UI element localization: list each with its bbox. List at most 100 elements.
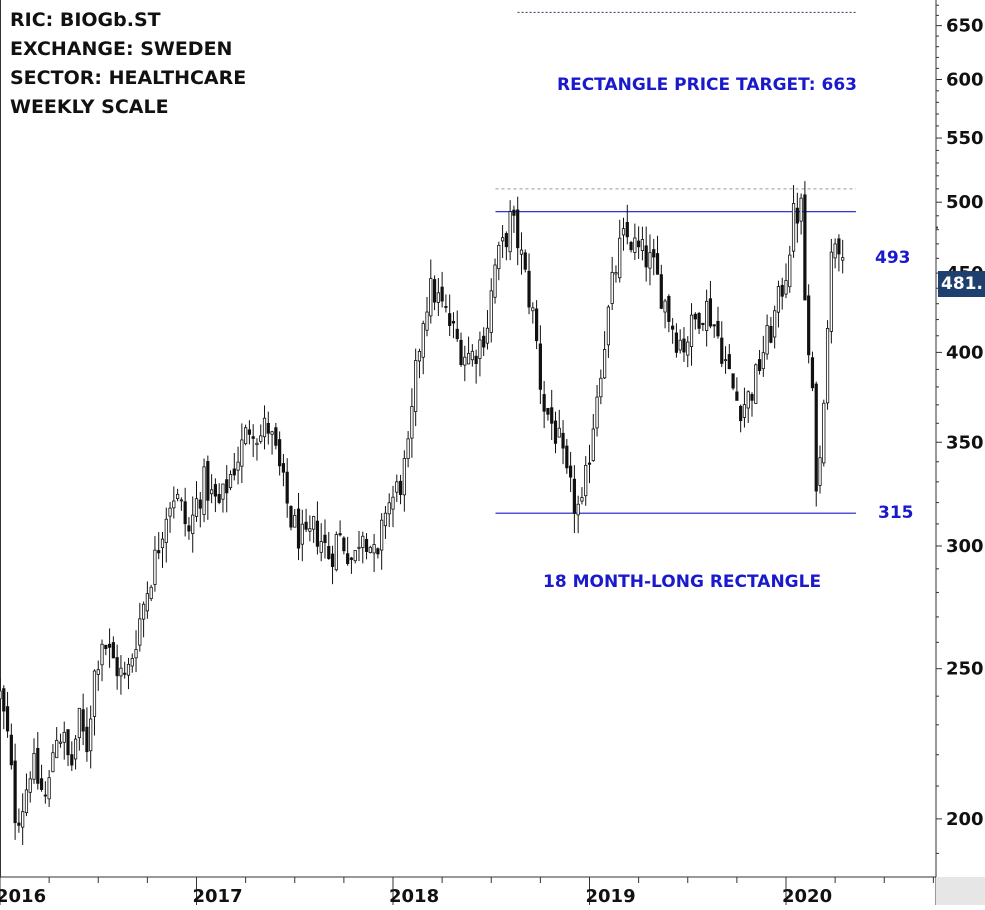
candle-down xyxy=(13,760,17,824)
candle-up xyxy=(822,402,826,464)
candle-up xyxy=(126,663,131,676)
candle-down xyxy=(482,335,486,348)
candle-up xyxy=(387,502,391,515)
candle-up xyxy=(689,314,694,347)
candle-up xyxy=(149,586,153,600)
candle-up xyxy=(818,457,822,486)
candle-up xyxy=(28,778,32,793)
candle-up xyxy=(776,286,781,313)
candle-up xyxy=(372,544,376,554)
candle-down xyxy=(637,240,641,248)
candle-down xyxy=(217,494,221,503)
candle-up xyxy=(383,512,388,527)
candle-up xyxy=(610,272,614,304)
candle-down xyxy=(274,427,278,446)
pattern-annotation: 18 MONTH-LONG RECTANGLE xyxy=(543,572,822,592)
candle-up xyxy=(421,323,425,358)
candle-down xyxy=(546,407,550,415)
price-target-annotation: RECTANGLE PRICE TARGET: 663 xyxy=(557,75,857,95)
candle-up xyxy=(221,483,225,500)
candle-down xyxy=(512,209,516,216)
candle-down xyxy=(338,533,342,536)
candle-down xyxy=(750,394,754,401)
candle-up xyxy=(194,498,199,517)
candle-down xyxy=(81,709,85,732)
candle-up xyxy=(96,669,100,675)
candle-down xyxy=(739,405,743,422)
candle-down xyxy=(795,207,799,224)
candle-up xyxy=(678,339,682,351)
candle-up xyxy=(723,359,728,362)
candle-down xyxy=(780,284,784,297)
candle-up xyxy=(262,417,267,438)
candle-up xyxy=(493,264,497,298)
candle-up xyxy=(663,300,667,313)
candle-up xyxy=(791,203,796,252)
candle-up xyxy=(603,349,607,379)
candle-down xyxy=(330,553,335,567)
candle-up xyxy=(308,528,312,532)
y-tick-label: 400 xyxy=(946,342,984,363)
candle-up xyxy=(584,464,588,497)
candle-down xyxy=(289,505,293,528)
candle-up xyxy=(576,503,580,516)
candle-down xyxy=(667,296,671,322)
candle-up xyxy=(773,310,777,338)
candle-up xyxy=(100,643,104,666)
candle-up xyxy=(357,546,361,549)
candle-down xyxy=(304,521,308,530)
candle-down xyxy=(213,484,217,497)
candle-up xyxy=(24,789,29,814)
candle-down xyxy=(315,520,320,547)
candle-up xyxy=(168,507,172,517)
candle-down xyxy=(398,480,403,496)
candle-up xyxy=(829,251,833,332)
candle-down xyxy=(550,407,554,424)
upper-boundary-label: 493 xyxy=(875,248,911,268)
candle-down xyxy=(251,436,255,439)
candle-up xyxy=(754,364,758,404)
candle-up xyxy=(145,593,149,612)
candle-down xyxy=(644,245,648,268)
candle-up xyxy=(633,237,637,253)
candle-up xyxy=(293,515,297,528)
candle-down xyxy=(2,688,6,712)
candle-down xyxy=(440,286,444,302)
candle-up xyxy=(489,290,493,333)
candle-up xyxy=(73,738,78,760)
candle-up xyxy=(138,618,142,646)
candle-down xyxy=(285,471,289,504)
candle-up xyxy=(580,497,584,502)
candle-down xyxy=(542,394,546,412)
candle-up xyxy=(334,534,338,571)
candle-up xyxy=(255,442,259,446)
candle-up xyxy=(160,538,165,549)
candle-down xyxy=(587,462,592,465)
candle-up xyxy=(62,731,66,743)
candle-down xyxy=(187,525,191,532)
candle-up xyxy=(410,406,414,439)
x-tick-label: 2017 xyxy=(193,886,243,905)
candle-down xyxy=(523,252,527,270)
candle-down xyxy=(323,534,327,544)
candle-down xyxy=(720,337,724,364)
candle-up xyxy=(353,550,357,562)
candle-down xyxy=(459,339,463,366)
candle-up xyxy=(300,523,304,545)
candle-down xyxy=(659,274,663,309)
candle-down xyxy=(561,432,565,449)
candle-up xyxy=(244,427,248,445)
x-tick-label: 2019 xyxy=(586,886,636,905)
candle-down xyxy=(527,270,531,308)
candle-down xyxy=(701,322,705,326)
candle-up xyxy=(240,439,244,467)
candle-down xyxy=(727,354,731,370)
scale-label: WEEKLY SCALE xyxy=(10,96,169,118)
candle-up xyxy=(119,667,123,677)
candle-up xyxy=(312,516,316,530)
y-tick-label: 300 xyxy=(946,536,984,557)
candle-up xyxy=(606,306,610,346)
candle-down xyxy=(674,332,679,353)
candle-down xyxy=(36,747,40,784)
